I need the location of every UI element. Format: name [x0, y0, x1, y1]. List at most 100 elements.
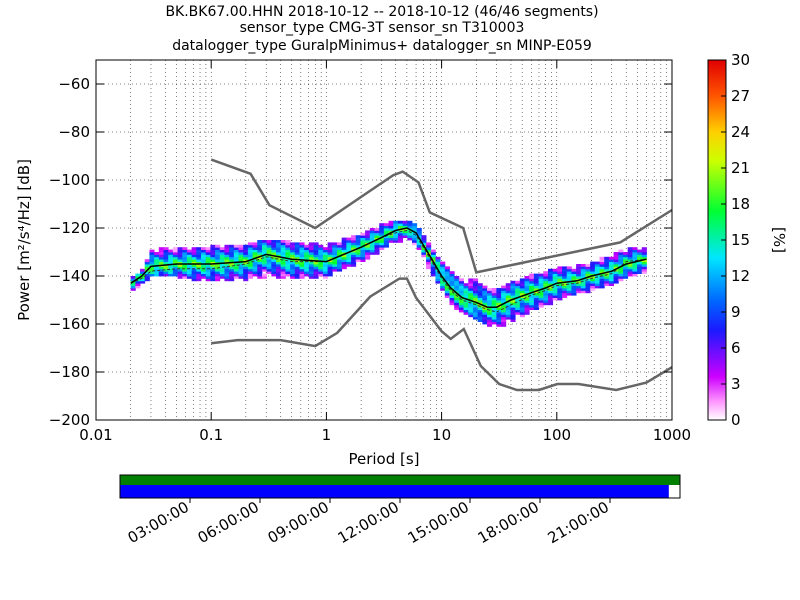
density-cell [182, 266, 188, 270]
density-cell [435, 276, 441, 279]
density-cell [426, 266, 432, 270]
density-cell [585, 290, 591, 294]
density-cell [205, 273, 211, 277]
density-cell [233, 266, 239, 270]
density-cell [351, 237, 357, 241]
density-cell [355, 242, 361, 246]
density-cell [163, 247, 169, 250]
density-cell [435, 278, 441, 282]
density-cell [252, 254, 258, 258]
density-cell [243, 259, 249, 262]
density-cell [388, 235, 394, 238]
density-cell [336, 242, 343, 246]
density-cell [468, 278, 474, 282]
density-cell [637, 256, 643, 260]
density-cell [332, 261, 338, 265]
density-cell [472, 280, 479, 284]
density-cell [280, 276, 286, 279]
density-cell [632, 252, 638, 255]
density-cell [257, 247, 263, 250]
density-cell [229, 273, 235, 277]
density-cell [458, 309, 464, 313]
density-cell [491, 312, 497, 315]
density-cell [416, 232, 422, 236]
density-cell [580, 268, 586, 272]
density-cell [529, 276, 535, 279]
density-cell [590, 278, 596, 282]
density-cell [421, 252, 427, 255]
density-cell [327, 261, 333, 265]
density-cell [496, 316, 502, 320]
density-cell [613, 271, 619, 274]
density-cell [285, 242, 291, 246]
density-cell [501, 324, 507, 327]
density-cell [501, 295, 507, 298]
density-cell [247, 242, 253, 246]
density-cell [229, 259, 235, 262]
density-cell [477, 288, 483, 291]
density-cell [576, 290, 582, 294]
density-cell [172, 254, 178, 258]
density-cell [430, 266, 436, 270]
density-cell [496, 302, 502, 306]
density-cell [519, 309, 525, 313]
density-cell [168, 271, 174, 274]
density-cell [327, 266, 333, 270]
density-cell [318, 256, 324, 260]
density-cell [215, 247, 221, 250]
density-cell [332, 266, 338, 270]
density-cell [261, 249, 268, 253]
density-cell [299, 242, 305, 246]
y-tick-label: −100 [49, 171, 90, 189]
density-cell [243, 256, 249, 260]
density-cell [191, 259, 197, 262]
density-cell [622, 276, 629, 279]
density-cell [130, 278, 136, 282]
density-cell [163, 271, 169, 274]
density-cell [482, 314, 488, 318]
density-cell [224, 273, 230, 277]
density-cell [632, 254, 638, 258]
density-cell [393, 240, 399, 243]
density-cell [201, 247, 207, 250]
low-noise-model-line [211, 277, 673, 392]
y-tick-label: −160 [49, 315, 90, 333]
density-cell [219, 268, 225, 272]
density-cell [177, 273, 183, 277]
density-cell [444, 268, 450, 272]
density-cell [397, 223, 404, 226]
density-cell [487, 290, 493, 294]
density-cell [543, 295, 549, 298]
density-cell [599, 271, 605, 274]
density-cell [505, 309, 511, 313]
density-cell [341, 261, 347, 265]
density-cell [416, 235, 422, 238]
density-cell [238, 259, 244, 262]
density-cell [496, 300, 502, 303]
density-cell [458, 283, 464, 286]
density-cell [257, 264, 263, 267]
density-cell [585, 264, 591, 267]
density-cell [158, 266, 164, 270]
density-cell [566, 276, 572, 279]
density-cell [547, 278, 554, 282]
density-cell [637, 252, 643, 255]
density-cell [219, 249, 225, 253]
density-cell [313, 268, 319, 272]
density-cell [360, 259, 366, 262]
density-cell [496, 307, 502, 310]
density-cell [477, 307, 483, 310]
density-cell [177, 247, 183, 250]
density-cell [318, 266, 324, 270]
density-cell [247, 276, 253, 279]
density-cell [346, 242, 352, 246]
density-cell [346, 264, 352, 267]
density-cell [276, 271, 282, 274]
density-cell [547, 283, 554, 286]
density-cell [341, 254, 347, 258]
density-cell [383, 232, 389, 236]
density-cell [552, 297, 558, 301]
density-cell [322, 249, 329, 253]
density-cell [562, 288, 568, 291]
density-cell [261, 244, 268, 248]
